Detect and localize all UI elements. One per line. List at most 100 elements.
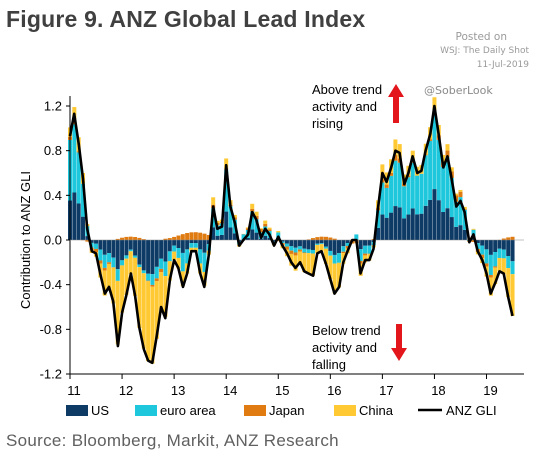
bar-euro-area: [98, 249, 103, 261]
bar-euro-area: [172, 245, 177, 252]
legend: US euro area Japan China ANZ GLI: [66, 403, 497, 418]
bar-japan: [484, 263, 489, 267]
bar-us: [159, 240, 164, 259]
bar-china: [245, 227, 250, 229]
bar-china: [337, 262, 341, 288]
bar-us: [228, 227, 233, 240]
bar-us: [133, 240, 138, 256]
legend-label-anz-gli: ANZ GLI: [446, 403, 497, 418]
bar-china: [137, 267, 142, 328]
bar-euro-area: [449, 178, 454, 218]
bar-us: [384, 217, 389, 240]
bar-china: [432, 97, 437, 112]
bar-euro-area: [137, 264, 142, 268]
bar-euro-area: [94, 243, 99, 249]
y-axis-label: Contribution to ANZ GLI: [18, 171, 33, 309]
bar-euro-area: [363, 245, 368, 254]
bar-us: [397, 207, 402, 240]
bar-japan: [115, 238, 120, 240]
bar-us: [410, 208, 415, 240]
bar-us: [484, 240, 489, 250]
posted-source: WSJ: The Daily Shot: [440, 46, 529, 56]
bar-japan: [493, 266, 498, 268]
bar-china: [449, 167, 454, 172]
bar-euro-area: [180, 252, 185, 272]
legend-label-japan: Japan: [269, 403, 304, 418]
bar-japan: [293, 252, 298, 256]
bar-euro-area: [72, 124, 77, 193]
bar-china: [328, 255, 333, 280]
bar-us: [150, 240, 155, 275]
bar-euro-area: [406, 177, 411, 215]
bar-china: [254, 211, 259, 216]
bar-euro-area: [493, 251, 498, 267]
bar-japan: [276, 240, 281, 242]
bar-euro-area: [167, 251, 172, 262]
bar-us: [441, 211, 446, 240]
bar-us: [107, 240, 112, 254]
bar-china: [263, 220, 268, 224]
bar-china: [215, 220, 220, 223]
bar-us: [380, 214, 385, 240]
bar-japan: [172, 236, 177, 240]
bar-china: [501, 258, 506, 275]
bar-japan: [345, 246, 350, 249]
bar-us: [367, 240, 372, 246]
bar-china: [128, 251, 133, 275]
bar-japan: [302, 252, 307, 254]
legend-swatch-us: [66, 405, 88, 416]
bar-japan: [176, 235, 181, 240]
bar-us: [89, 240, 94, 243]
bar-us: [497, 240, 502, 249]
bar-euro-area: [254, 219, 259, 233]
bar-us: [81, 216, 86, 240]
bar-china: [506, 268, 511, 298]
bar-china: [167, 261, 172, 281]
bar-china: [189, 247, 194, 252]
bar-japan: [384, 184, 389, 188]
annotation-above-line3: rising: [312, 116, 343, 131]
bar-euro-area: [150, 274, 155, 285]
bar-euro-area: [345, 243, 350, 247]
axes-layer: [66, 96, 524, 379]
bar-us: [462, 229, 467, 240]
x-tick-label: 16: [327, 383, 341, 398]
x-tick-label: 15: [275, 383, 289, 398]
bar-japan: [319, 236, 324, 240]
bar-china: [302, 253, 307, 273]
bar-euro-area: [107, 253, 112, 263]
bar-euro-area: [402, 186, 407, 219]
bar-us: [72, 192, 77, 240]
bar-japan: [193, 232, 198, 240]
bar-euro-area: [332, 254, 337, 264]
bar-euro-area: [146, 273, 151, 281]
bar-china: [111, 267, 116, 304]
bar-japan: [150, 284, 155, 287]
twitter-handle: @SoberLook: [424, 84, 493, 97]
legend-label-us: US: [91, 403, 109, 418]
legend-swatch-euro-area: [135, 405, 157, 416]
bar-china: [176, 257, 181, 269]
bar-china: [323, 248, 328, 265]
bar-euro-area: [510, 261, 515, 275]
bar-us: [263, 235, 268, 240]
y-tick-label: -1.2: [40, 367, 62, 382]
bar-japan: [289, 250, 294, 254]
x-tick-label: 11: [67, 383, 81, 398]
bar-euro-area: [501, 249, 506, 259]
y-tick-label: -0.4: [40, 277, 62, 292]
bar-us: [510, 240, 515, 262]
bar-china: [493, 267, 498, 285]
bar-us: [319, 240, 324, 244]
bar-euro-area: [81, 183, 86, 217]
bar-japan: [306, 239, 311, 240]
bar-euro-area: [484, 249, 489, 264]
bar-us: [284, 240, 289, 244]
bar-us: [428, 199, 433, 240]
bar-euro-area: [111, 257, 116, 268]
bar-us: [475, 240, 480, 244]
bar-us: [271, 240, 276, 242]
bar-euro-area: [154, 266, 159, 279]
x-tick-label: 13: [171, 383, 185, 398]
